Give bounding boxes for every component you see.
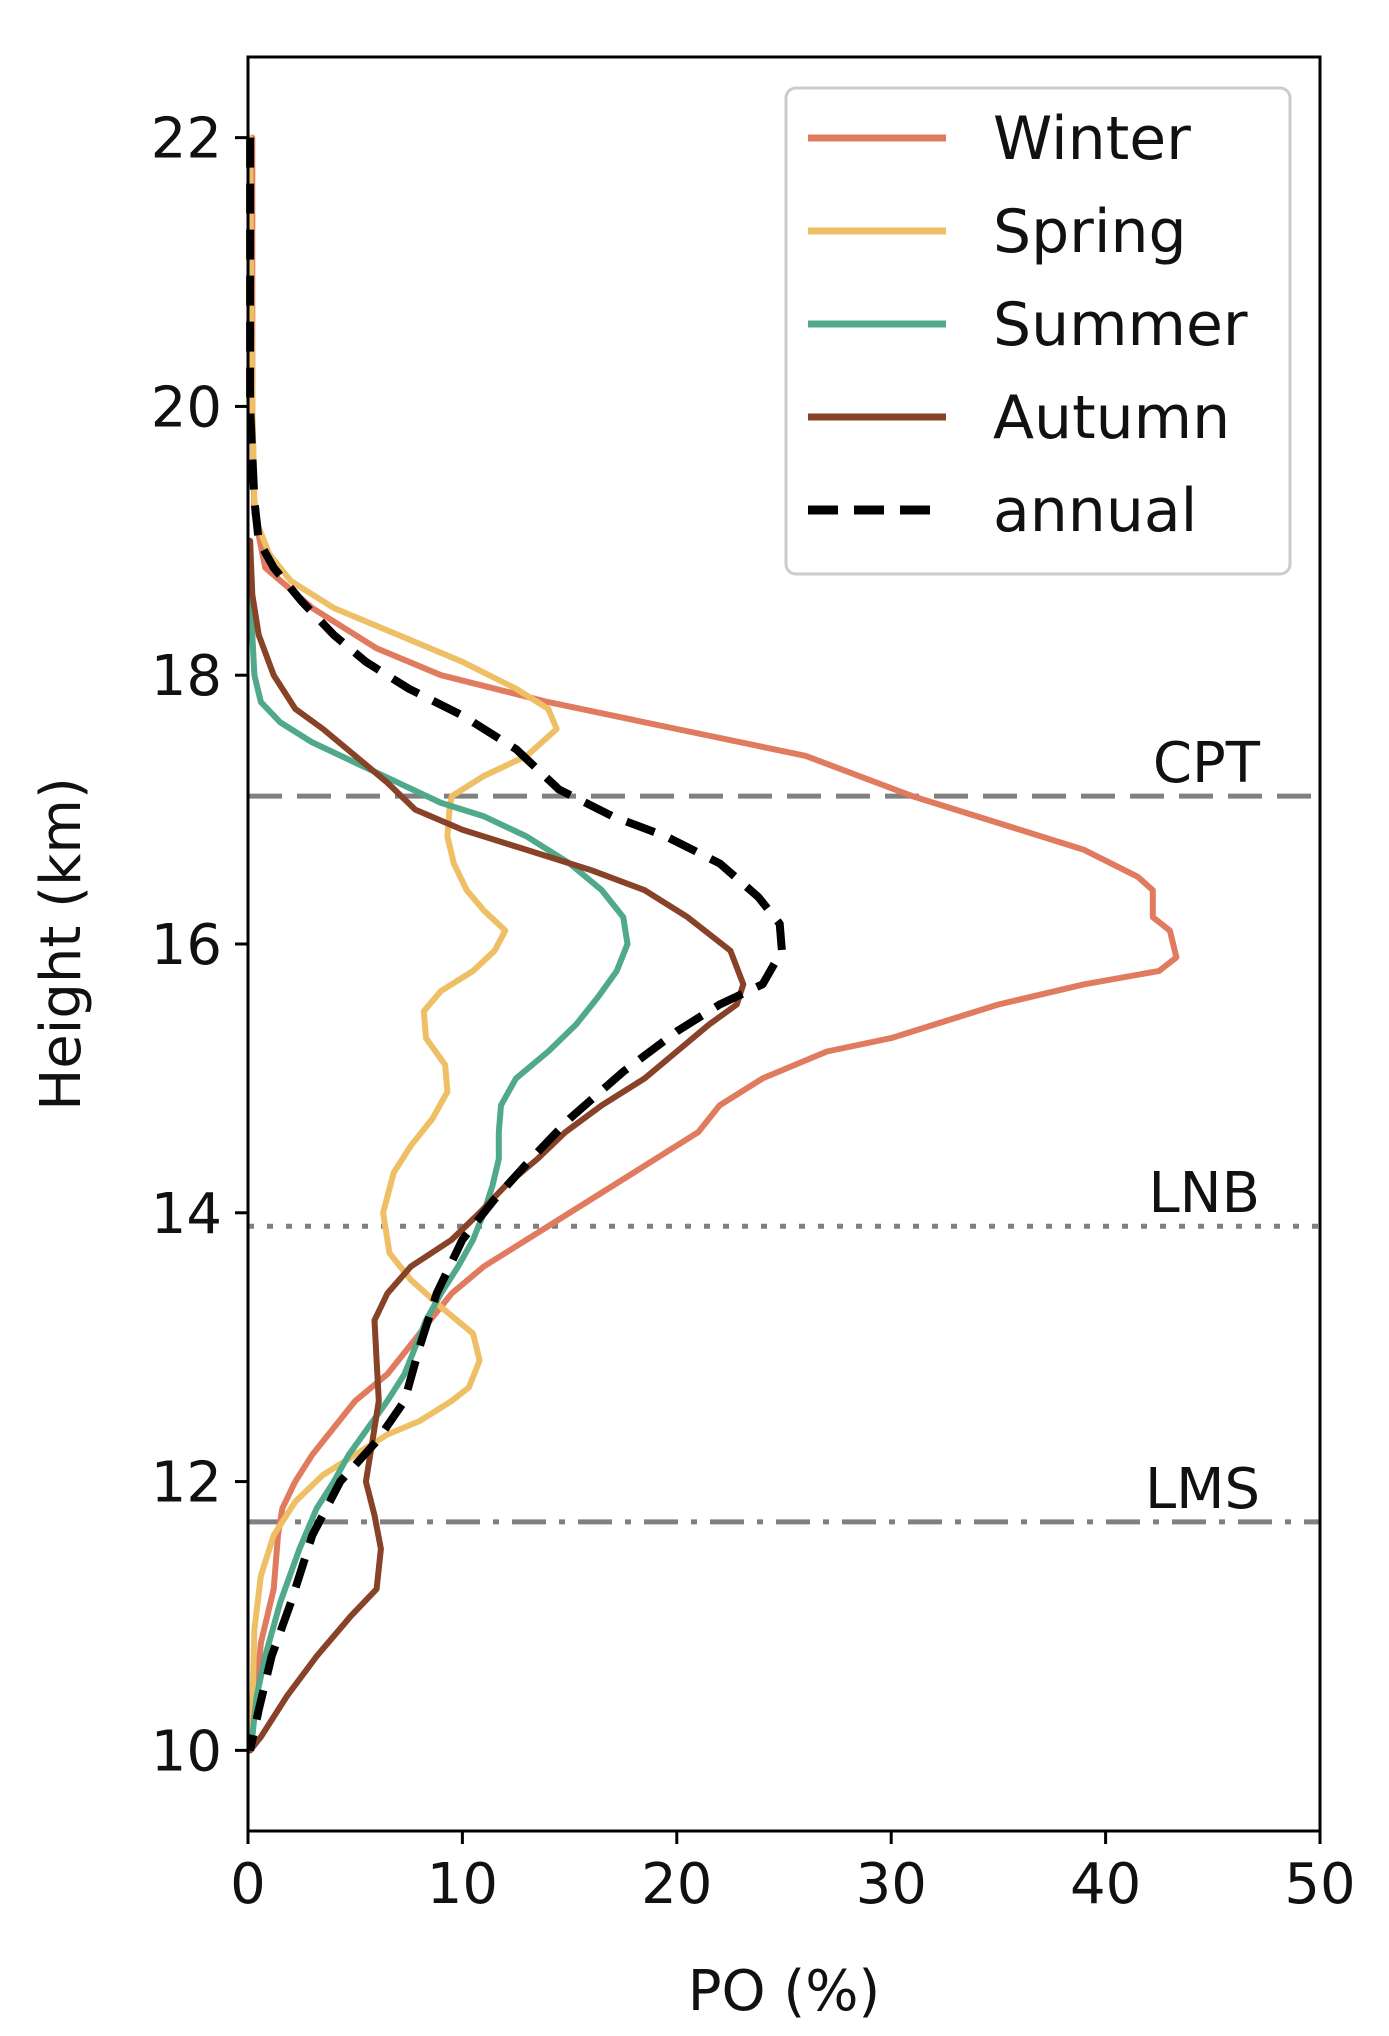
x-tick-label: 40: [1070, 1852, 1141, 1917]
y-tick-label: 10: [151, 1719, 222, 1784]
y-tick-label: 12: [151, 1451, 222, 1516]
series-line-winter: [247, 134, 1180, 1754]
x-tick-label: 50: [1284, 1852, 1355, 1917]
legend-label-annual: annual: [993, 476, 1197, 546]
y-tick-label: 14: [151, 1182, 222, 1247]
legend-label-spring: Spring: [993, 197, 1187, 267]
x-tick-label: 10: [427, 1852, 498, 1917]
series-lines: [246, 134, 1180, 1754]
reference-labels: CPT LNB LMS: [1145, 731, 1261, 1522]
x-tick-label: 30: [856, 1852, 927, 1917]
legend-label-autumn: Autumn: [993, 383, 1230, 453]
legend: Winter Spring Summer Autumn annual: [784, 86, 1292, 576]
series-line-annual: [246, 137, 786, 1752]
reference-label-cpt: CPT: [1153, 731, 1261, 796]
reference-label-lms: LMS: [1145, 1457, 1260, 1522]
legend-label-summer: Summer: [993, 290, 1248, 360]
legend-label-winter: Winter: [993, 104, 1191, 174]
legend-box: [784, 86, 1292, 576]
x-tick-label: 20: [641, 1852, 712, 1917]
reference-label-lnb: LNB: [1148, 1161, 1260, 1226]
x-axis-label: PO (%): [688, 1959, 881, 2024]
y-axis-ticks: 10 12 14 16 18 20 22: [151, 107, 248, 1784]
y-tick-label: 18: [151, 644, 222, 709]
y-axis-label: Height (km): [29, 777, 94, 1111]
x-axis-ticks: 0 10 20 30 40 50: [230, 1831, 1356, 1917]
y-tick-label: 22: [151, 107, 222, 172]
series-line-spring: [247, 134, 560, 1754]
series-line-autumn: [247, 537, 747, 1754]
y-tick-label: 16: [151, 913, 222, 978]
x-tick-label: 0: [230, 1852, 266, 1917]
y-tick-label: 20: [151, 375, 222, 440]
